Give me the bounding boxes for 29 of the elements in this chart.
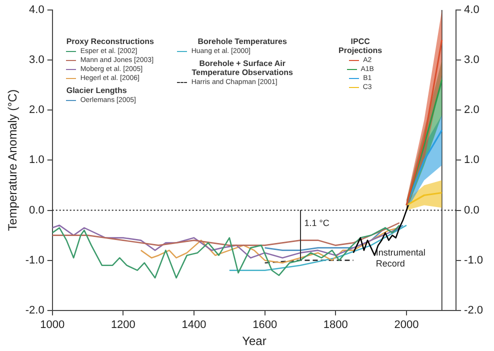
y2-tick-label: 4.0 (464, 4, 480, 16)
x-tick-label: 1200 (110, 319, 136, 332)
y2-tick-label: 3.0 (464, 54, 480, 66)
annotation: Proxy Reconstructions (66, 37, 155, 46)
x-axis-title: Year (242, 334, 266, 348)
y2-tick-label: 0.0 (464, 204, 480, 216)
annotation: Borehole Temperatures (196, 37, 288, 46)
annotation: IPCC Projections (338, 37, 384, 55)
annotation: 1.1 °C (304, 218, 330, 228)
y-tick-label: 3.0 (29, 54, 44, 66)
annotation: Borehole + Surface Air Temperature Observations (190, 59, 294, 77)
x-tick-label: 1000 (40, 319, 65, 332)
y-tick-label: 0.0 (29, 204, 44, 216)
annotation: Instrumental Record (376, 247, 426, 268)
y2-tick-label: 2.0 (464, 104, 480, 116)
x-tick-label: 1400 (182, 319, 206, 332)
y-tick-label: 2.0 (29, 104, 44, 116)
y-tick-label: 1.0 (29, 154, 44, 166)
x-tick-label: 1600 (252, 319, 278, 332)
y2-tick-label: 1.0 (464, 154, 480, 166)
y2-tick-label: -1.0 (464, 254, 484, 266)
y-tick-label: -1.0 (25, 254, 44, 266)
y-tick-label: 4.0 (29, 4, 44, 16)
y2-tick-label: -2.0 (464, 304, 484, 316)
y-axis-title: Temperature Anomaly (°C) (6, 89, 20, 231)
x-tick-label: 2000 (394, 319, 419, 332)
annotation: Glacier Lengths (66, 86, 128, 95)
x-tick-label: 1800 (323, 319, 348, 332)
y-tick-label: -2.0 (25, 304, 44, 316)
